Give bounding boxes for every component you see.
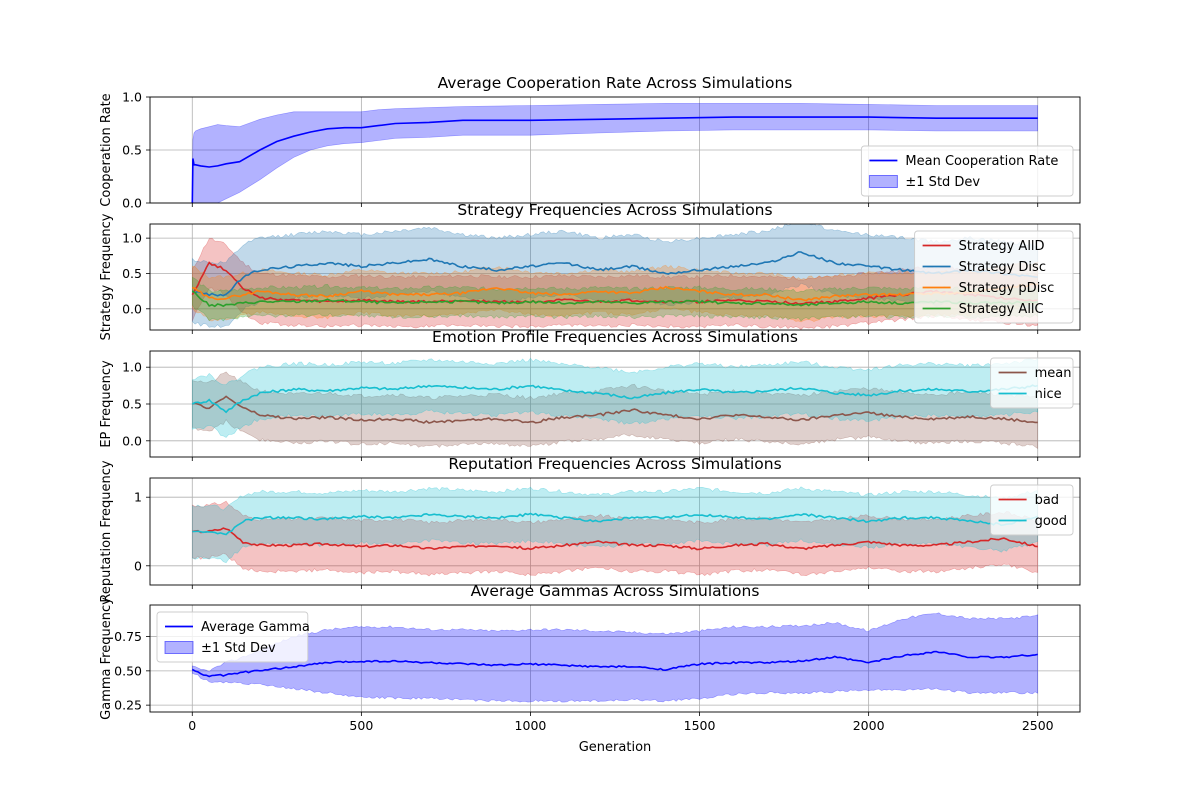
y-tick-label: 0: [134, 558, 142, 573]
axes-frame: [149, 477, 1081, 586]
x-tick-label: 1500: [684, 718, 716, 733]
y-tick-label: 0.5: [122, 143, 142, 158]
y-tick-label: 0.50: [114, 663, 142, 678]
y-tick-label: 0.0: [122, 196, 142, 211]
y-axis-label: Strategy Frequency: [99, 213, 114, 340]
x-tick-label: 2500: [1022, 718, 1054, 733]
x-tick-label: 0: [188, 718, 196, 733]
legend-label: ±1 Std Dev: [905, 175, 980, 190]
y-tick-label: 0.5: [122, 397, 142, 412]
panel-title: Reputation Frequencies Across Simulation…: [448, 455, 781, 473]
series-line: [192, 512, 1039, 536]
legend-swatch: [164, 641, 194, 654]
y-tick-label: 0.25: [114, 698, 142, 713]
series-line: [192, 527, 1038, 551]
series-band: [192, 237, 1038, 330]
legend-label: nice: [1035, 387, 1062, 402]
x-tick-label: 1000: [515, 718, 547, 733]
x-tick-label: 500: [349, 718, 373, 733]
y-tick-label: 0.0: [122, 433, 142, 448]
y-axis-label: EP Frequency: [99, 360, 114, 448]
series-line: [191, 251, 1038, 297]
legend-label: Mean Cooperation Rate: [905, 154, 1058, 169]
series-band: [192, 371, 1038, 450]
series-line: [192, 282, 1038, 302]
legend-label: Strategy Disc: [959, 260, 1046, 275]
y-tick-label: 1.0: [122, 360, 142, 375]
series-line: [191, 116, 1038, 203]
legend-swatch: [868, 175, 898, 188]
x-axis-label: Generation: [579, 740, 652, 755]
legend-label: bad: [1035, 493, 1059, 508]
legend: Average Gamma ±1 Std Dev: [156, 611, 310, 663]
series-band: [192, 612, 1038, 703]
series-line: [192, 395, 1038, 424]
axes-frame: [149, 223, 1081, 331]
y-tick-label: 1.0: [122, 231, 142, 246]
panel-2: 0.0 0.5 1.0 Strategy Frequencies Across Sim…: [99, 201, 1081, 341]
panel-title: Emotion Profile Frequencies Across Simul…: [432, 328, 798, 346]
panel-5: 0 500 1000 1500 2000 2500 0.25 0.50 0.75 Average …: [99, 582, 1081, 733]
legend: bad good: [990, 484, 1074, 536]
series-line: [191, 650, 1038, 678]
x-tick-label: 2000: [853, 718, 885, 733]
legend-label: Strategy AllC: [959, 302, 1044, 317]
legend-label: Strategy AllD: [959, 239, 1045, 254]
panel-3: 0.0 0.5 1.0 Emotion Profile Frequencies Acr…: [99, 328, 1081, 461]
y-axis-label: Gamma Frequency: [99, 597, 114, 720]
y-tick-label: 1: [134, 490, 142, 505]
y-axis-label: Cooperation Rate: [99, 93, 114, 206]
panel-1: 0.0 0.5 1.0 Average Cooperation Rate Across…: [99, 74, 1081, 211]
y-tick-label: 0.5: [122, 266, 142, 281]
series-band: [192, 500, 1038, 577]
series-band: [192, 486, 1038, 564]
panel-title: Average Gammas Across Simulations: [471, 582, 760, 600]
legend-label: mean: [1035, 366, 1072, 381]
legend-label: Average Gamma: [201, 620, 310, 635]
y-tick-label: 1.0: [122, 90, 142, 105]
legend: Mean Cooperation Rate ±1 Std Dev: [860, 145, 1074, 197]
series-line: [191, 290, 1038, 308]
panel-title: Strategy Frequencies Across Simulations: [457, 201, 772, 219]
axes-frame: [149, 604, 1081, 713]
legend-label: ±1 Std Dev: [201, 641, 276, 656]
legend-label: good: [1035, 514, 1067, 529]
series-line: [191, 384, 1038, 414]
legend-label: Strategy pDisc: [959, 281, 1055, 296]
legend: mean nice: [990, 357, 1074, 409]
series-band: [192, 357, 1038, 438]
legend: Strategy AllD Strategy Disc Strategy pDisc…: [914, 230, 1074, 324]
panel-title: Average Cooperation Rate Across Simulati…: [438, 74, 793, 92]
panel-4: 0 1 Reputation Frequencies Across Simulati…: [99, 455, 1081, 603]
y-tick-label: 0.0: [122, 301, 142, 316]
y-axis-label: Reputation Frequency: [99, 460, 114, 603]
y-tick-label: 0.75: [114, 629, 142, 644]
